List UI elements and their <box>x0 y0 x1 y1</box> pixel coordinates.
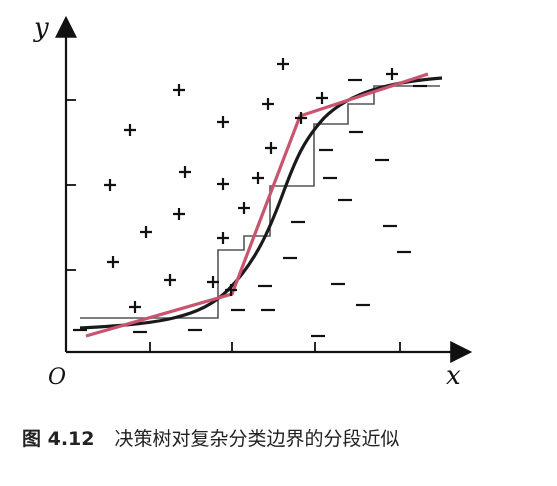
origin-label: O <box>48 365 66 390</box>
positive-mark <box>217 116 229 128</box>
positive-mark <box>265 142 277 154</box>
positive-mark <box>129 301 141 313</box>
positive-mark <box>386 68 398 80</box>
positive-mark <box>124 124 136 136</box>
positive-mark <box>173 208 185 220</box>
positive-sample-marks <box>104 58 398 313</box>
positive-mark <box>295 112 307 124</box>
caption-text: 决策树对复杂分类边界的分段近似 <box>114 428 400 450</box>
figure-number: 图 4.12 <box>22 428 95 450</box>
positive-mark <box>107 256 119 268</box>
positive-mark <box>262 98 274 110</box>
classification-boundary-figure: y x O <box>33 13 473 391</box>
negative-sample-marks <box>73 78 427 338</box>
positive-mark <box>277 58 289 70</box>
positive-mark <box>252 172 264 184</box>
step-boundary <box>80 85 440 319</box>
y-axis-label: y <box>33 13 49 43</box>
figure-caption: 图 4.12 决策树对复杂分类边界的分段近似 <box>22 424 542 451</box>
positive-mark <box>217 178 229 190</box>
positive-mark <box>207 276 219 288</box>
positive-mark <box>316 92 328 104</box>
positive-mark <box>173 84 185 96</box>
x-axis-label: x <box>446 361 461 391</box>
positive-mark <box>225 284 237 296</box>
positive-mark <box>217 232 229 244</box>
positive-mark <box>164 274 176 286</box>
x-ticks <box>149 342 401 352</box>
positive-mark <box>140 226 152 238</box>
positive-mark <box>179 166 191 178</box>
piecewise-linear-boundary <box>85 72 429 338</box>
positive-mark <box>104 179 116 191</box>
smooth-boundary <box>79 76 443 330</box>
positive-mark <box>238 202 250 214</box>
y-ticks <box>66 99 76 271</box>
